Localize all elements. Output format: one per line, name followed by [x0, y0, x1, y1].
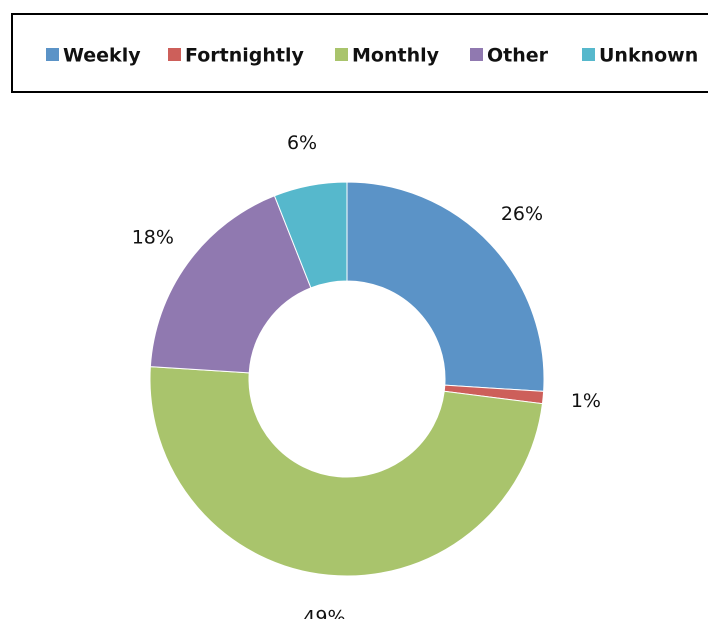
legend-swatch — [335, 48, 348, 61]
data-label: 49% — [303, 606, 345, 619]
data-label: 26% — [501, 203, 543, 225]
legend-swatch — [168, 48, 181, 61]
legend-label: Weekly — [63, 45, 141, 67]
legend-label: Unknown — [599, 45, 698, 67]
legend-label: Monthly — [352, 45, 440, 67]
data-label: 18% — [132, 226, 174, 248]
legend-label: Other — [487, 45, 549, 67]
legend-swatch — [46, 48, 59, 61]
legend-swatch — [470, 48, 483, 61]
donut-slice — [149, 195, 312, 374]
donut-slice — [346, 181, 545, 392]
legend-swatch — [582, 48, 595, 61]
data-label: 6% — [287, 132, 317, 154]
donut-slice — [273, 181, 348, 289]
legend-label: Fortnightly — [185, 45, 304, 67]
data-label: 1% — [571, 390, 601, 412]
donut-slice — [149, 366, 544, 577]
